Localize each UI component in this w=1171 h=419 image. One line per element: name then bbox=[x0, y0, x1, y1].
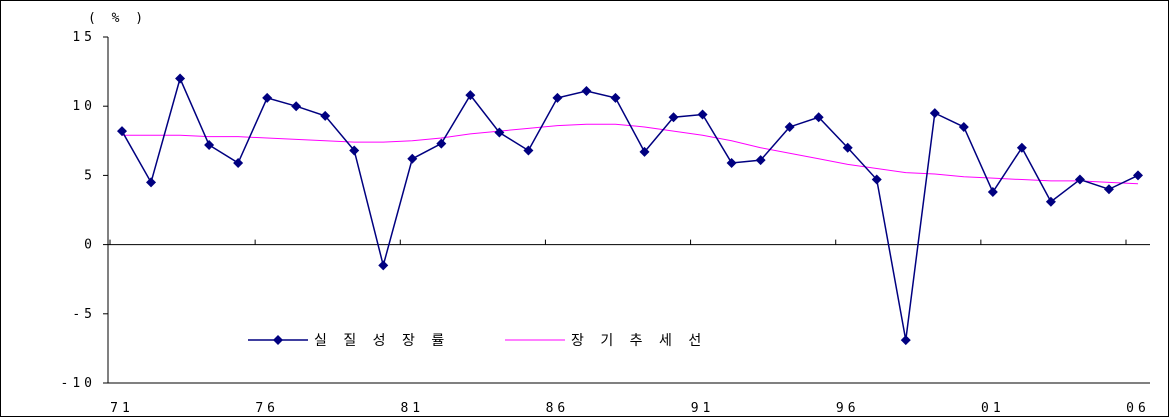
data-point bbox=[465, 90, 476, 101]
data-point bbox=[697, 109, 708, 120]
data-point bbox=[146, 177, 157, 188]
data-point bbox=[842, 142, 853, 153]
unit-label: ( % ) bbox=[88, 11, 147, 26]
series-line bbox=[121, 76, 1139, 341]
data-point bbox=[1045, 196, 1056, 207]
data-point bbox=[639, 146, 650, 157]
data-point bbox=[900, 335, 911, 346]
y-tick-label: 15 bbox=[72, 30, 96, 45]
series-layer bbox=[117, 73, 1143, 346]
data-point bbox=[494, 127, 505, 138]
data-point bbox=[1016, 142, 1027, 153]
data-point bbox=[320, 110, 331, 121]
data-point bbox=[668, 112, 679, 123]
y-tick-label: 5 bbox=[84, 168, 96, 183]
data-point bbox=[436, 138, 447, 149]
y-tick-label: -10 bbox=[61, 376, 96, 391]
data-point bbox=[726, 157, 737, 168]
data-point bbox=[523, 145, 534, 156]
series-real-growth bbox=[117, 73, 1143, 346]
data-point bbox=[1074, 174, 1085, 185]
data-point bbox=[958, 121, 969, 132]
x-tick-label: 96 bbox=[836, 401, 860, 416]
legend-marker bbox=[273, 335, 283, 345]
data-point bbox=[929, 108, 940, 119]
y-tick-label: 10 bbox=[72, 99, 96, 114]
data-point bbox=[175, 73, 186, 84]
data-point bbox=[581, 85, 592, 96]
data-point bbox=[291, 101, 302, 112]
x-tick-label: 86 bbox=[546, 401, 570, 416]
data-point bbox=[813, 112, 824, 123]
data-point bbox=[378, 260, 389, 271]
data-point bbox=[987, 187, 998, 198]
x-tick-label: 76 bbox=[255, 401, 279, 416]
data-point bbox=[871, 174, 882, 185]
y-tick-label: 0 bbox=[84, 238, 96, 253]
data-point bbox=[755, 155, 766, 166]
axes: 15 10 5 0 -5 -10 71 76 81 86 91 96 01 06 bbox=[61, 30, 1150, 416]
data-point bbox=[552, 92, 563, 103]
data-point bbox=[204, 139, 215, 150]
data-point bbox=[1103, 184, 1114, 195]
data-point bbox=[349, 145, 360, 156]
data-point bbox=[233, 157, 244, 168]
data-point bbox=[784, 121, 795, 132]
x-tick-label: 91 bbox=[691, 401, 715, 416]
data-point bbox=[262, 92, 273, 103]
data-point bbox=[1133, 170, 1143, 181]
y-tick-label: -5 bbox=[72, 307, 96, 322]
x-tick-label: 01 bbox=[981, 401, 1005, 416]
data-point bbox=[117, 126, 127, 137]
data-point bbox=[610, 92, 621, 103]
x-tick-label: 71 bbox=[110, 401, 134, 416]
legend-label-real-growth: 실 질 성 장 률 bbox=[314, 333, 450, 349]
data-point bbox=[407, 153, 418, 164]
legend-label-trend: 장 기 추 세 선 bbox=[571, 333, 707, 349]
x-tick-label: 06 bbox=[1126, 401, 1150, 416]
x-tick-label: 81 bbox=[400, 401, 424, 416]
